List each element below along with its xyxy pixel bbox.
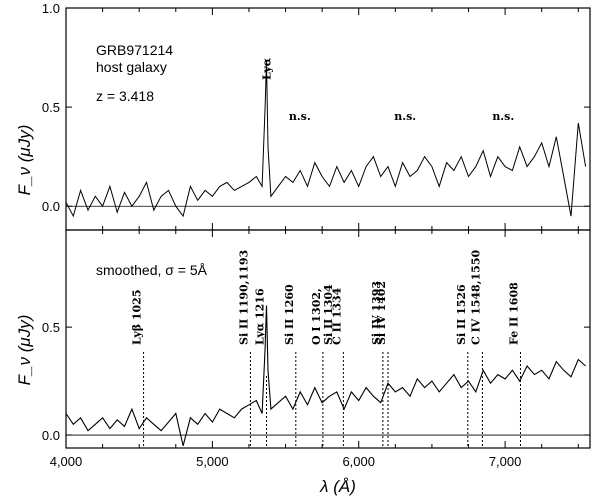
top-annotation-host: host galaxy — [96, 59, 167, 75]
bottom-spectrum-line — [65, 305, 586, 446]
line-marker-label: C IV 1548,1550 — [469, 249, 482, 345]
top-spectrum-line — [65, 61, 587, 218]
line-marker-label: Si IV 1402 — [375, 281, 388, 345]
line-marker-label: Lyα 1216 — [254, 288, 267, 345]
y-tick-label: 0.0 — [42, 199, 60, 214]
line-marker-label: Si IV 1393 — [370, 281, 383, 345]
line-marker-label: Si II 1260 — [283, 284, 296, 345]
top-ns-labels: n.s. n.s. n.s. — [289, 110, 514, 123]
y-tick-label: 0.0 — [42, 428, 60, 443]
top-y-axis-title: F_ν (μJy) — [15, 125, 34, 196]
line-marker-label: Si II 1304 — [322, 284, 335, 345]
x-tick-label: 6,000 — [342, 454, 375, 469]
line-marker-label: Si II 1526 — [455, 284, 468, 345]
y-tick-label: 0.5 — [42, 100, 60, 115]
top-annotation-redshift: z = 3.418 — [96, 88, 154, 104]
bottom-panel-frame — [65, 229, 591, 449]
top-annotation-object: GRB971214 — [96, 42, 173, 58]
not-significant-label: n.s. — [492, 110, 514, 123]
x-tick-label: 4,000 — [50, 454, 83, 469]
bottom-annotation-smoothed: smoothed, σ = 5Å — [96, 262, 208, 278]
y-tick-label: 0.5 — [42, 320, 60, 335]
line-marker-label: O I 1302, — [310, 288, 323, 345]
bottom-y-ticks: 0.0 0.5 — [42, 230, 590, 448]
x-tick-label: 7,000 — [489, 454, 522, 469]
line-marker-label: C II 1334 — [330, 287, 343, 345]
line-marker-label: Lyβ 1025 — [131, 290, 144, 345]
not-significant-label: n.s. — [394, 110, 416, 123]
x-axis-title: λ (Å) — [319, 477, 356, 496]
line-marker-label: Si II 1190,1193 — [237, 250, 250, 345]
top-y-ticks: 0.0 0.5 1.0 — [42, 1, 590, 230]
top-panel: 0.0 0.5 1.0 n.s. n.s. n.s. GRB971214 host ga… — [15, 1, 591, 231]
line-marker-label: Fe II 1608 — [507, 282, 520, 345]
not-significant-label: n.s. — [289, 110, 311, 123]
y-tick-label: 1.0 — [42, 1, 60, 16]
top-lyman-alpha-label: Lyα — [261, 57, 274, 80]
bottom-y-axis-title: F_ν (μJy) — [15, 315, 34, 386]
bottom-line-markers: Lyβ 1025 Si II 1190,1193 Lyα 1216 Si II 126… — [131, 249, 521, 448]
bottom-panel: Lyβ 1025 Si II 1190,1193 Lyα 1216 Si II 126… — [15, 229, 591, 496]
x-tick-label: 5,000 — [196, 454, 229, 469]
bottom-x-ticks: 4,000 5,000 6,000 7,000 — [50, 454, 522, 469]
